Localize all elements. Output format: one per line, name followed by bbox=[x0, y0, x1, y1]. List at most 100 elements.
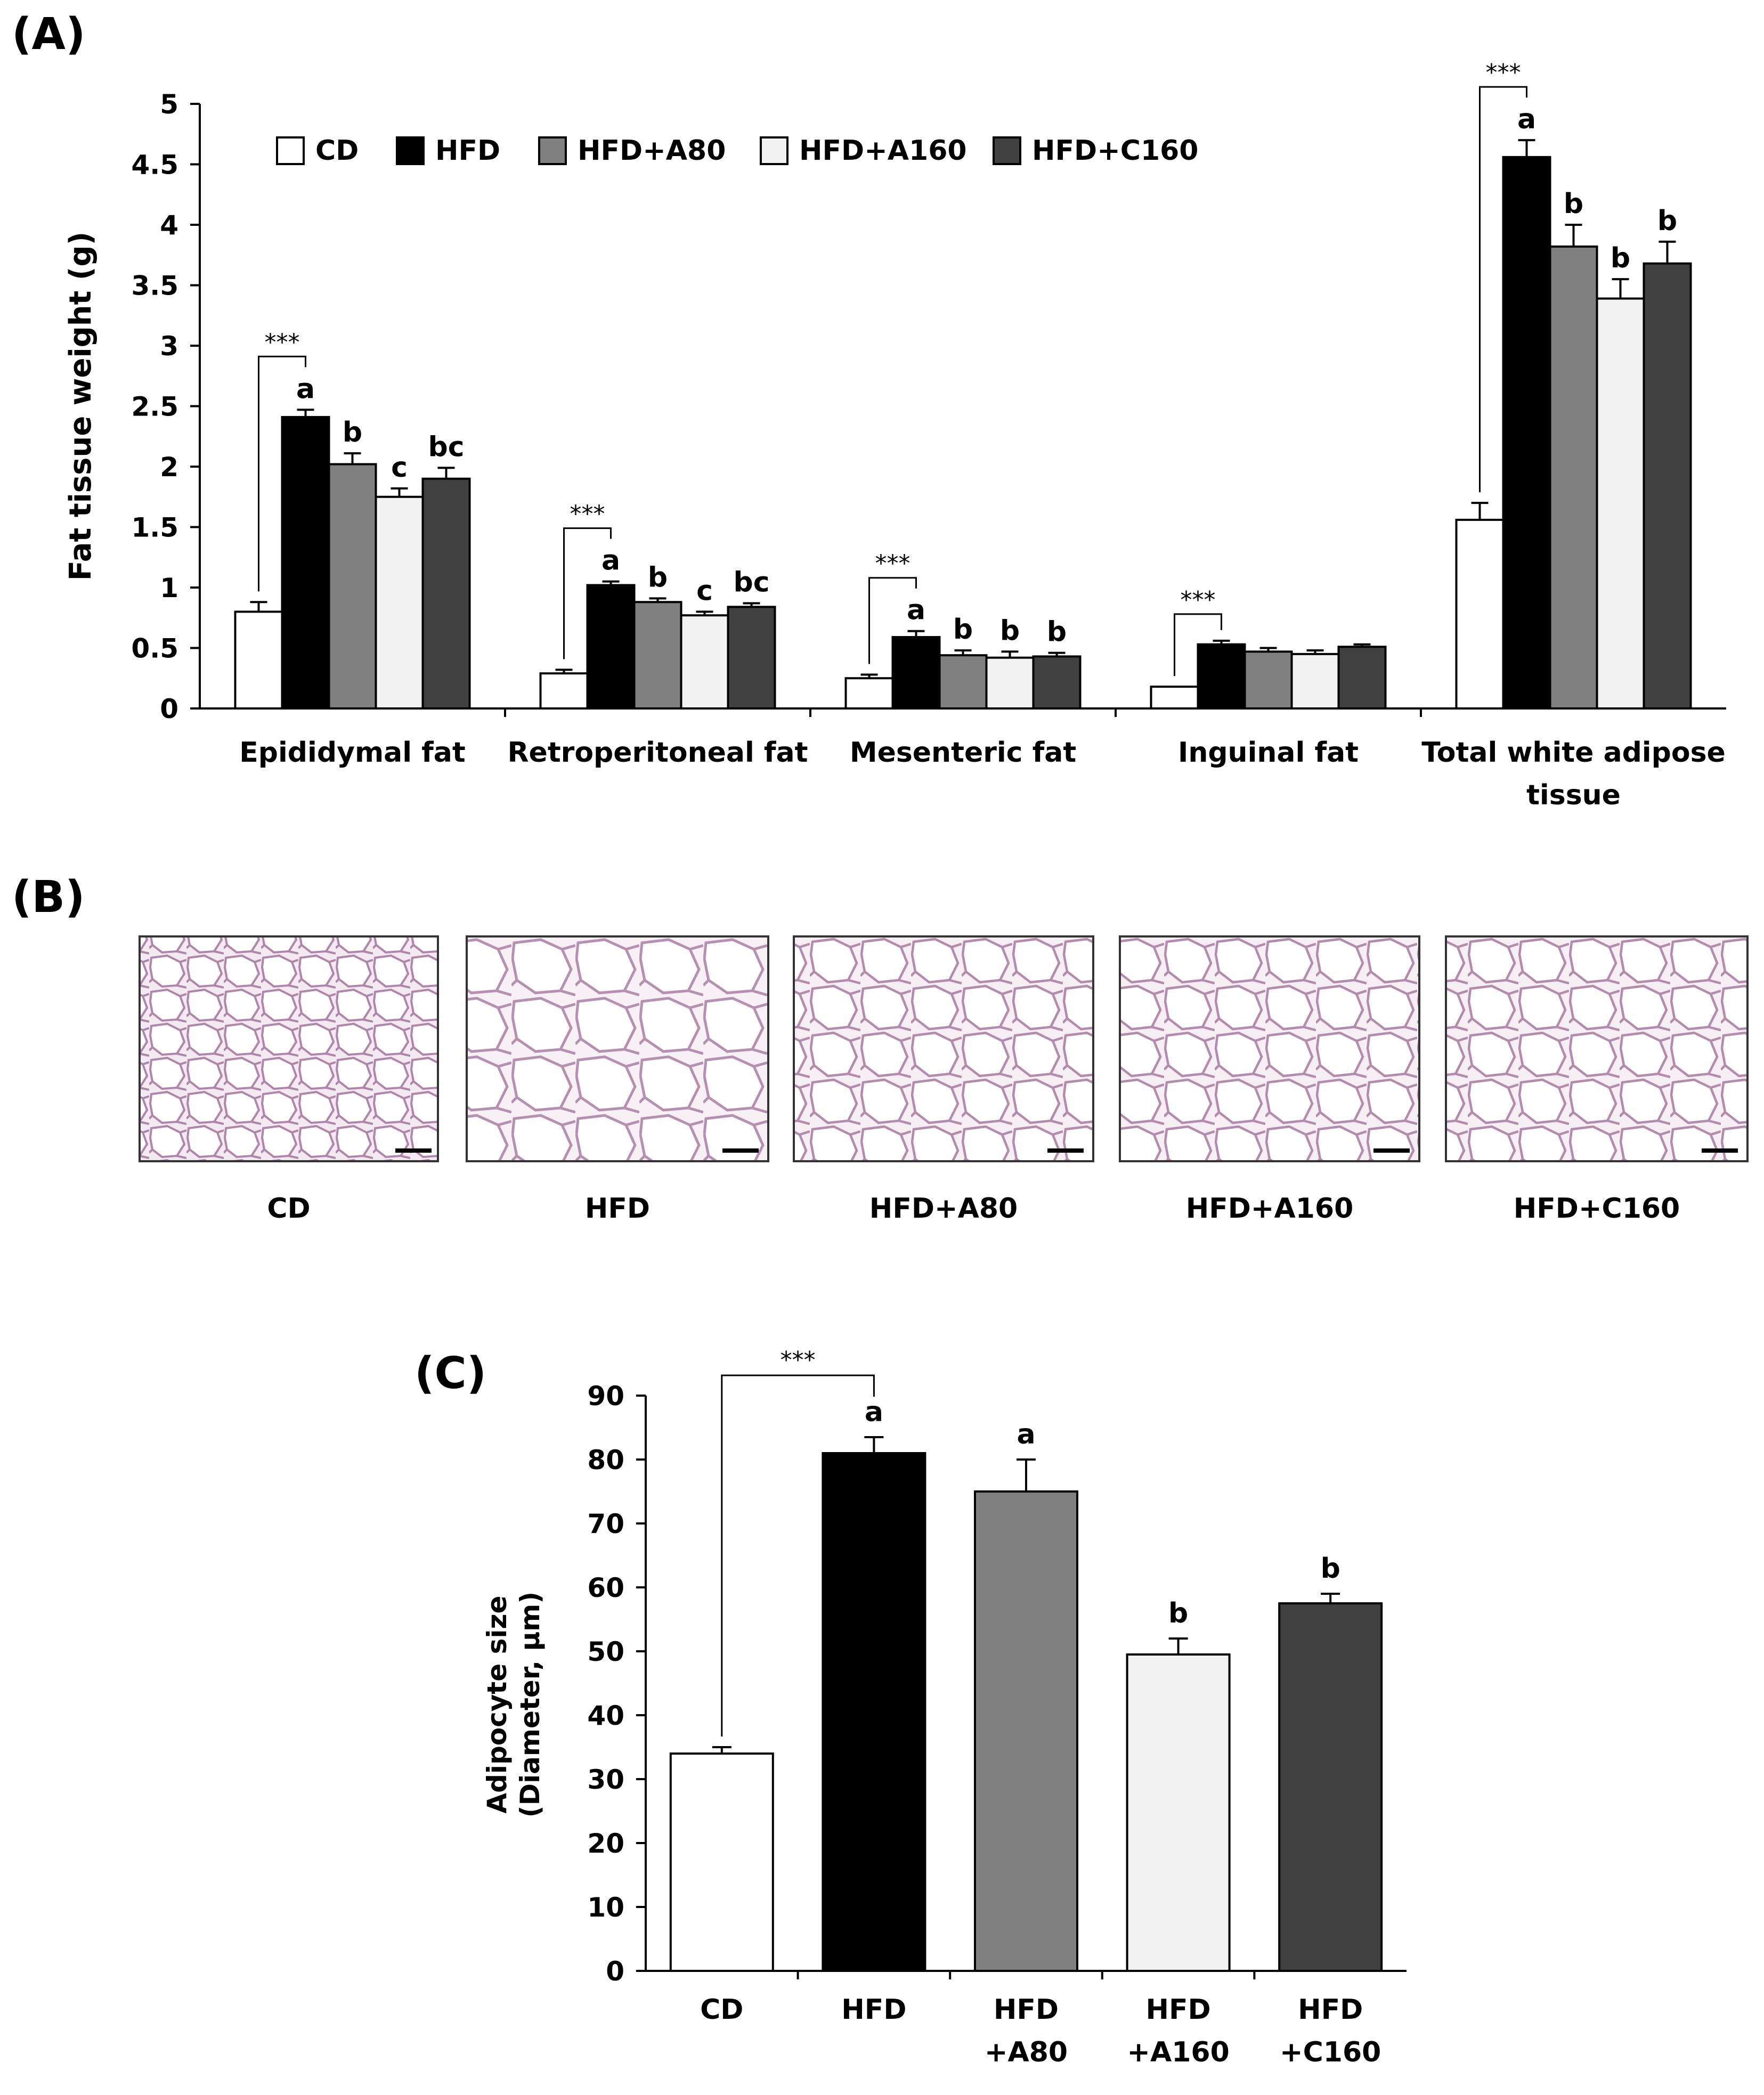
significance-bracket bbox=[258, 355, 306, 592]
category-label: Inguinal fat bbox=[1178, 737, 1359, 769]
bar bbox=[1337, 646, 1387, 710]
bar bbox=[281, 415, 330, 710]
bar bbox=[669, 1752, 774, 1972]
category-label: +C160 bbox=[1280, 2036, 1381, 2068]
category-label: Retroperitoneal fat bbox=[508, 737, 808, 769]
significance-letter: a bbox=[1517, 103, 1536, 135]
significance-stars: *** bbox=[1486, 59, 1521, 86]
y-axis-title: Adipocyte size bbox=[482, 1595, 513, 1813]
y-tick-label: 20 bbox=[587, 1828, 624, 1859]
y-tick-label: 5 bbox=[160, 89, 178, 120]
y-tick-label: 90 bbox=[587, 1381, 624, 1412]
significance-letter: a bbox=[296, 373, 315, 405]
chart-a-labels: 0 0.5 1 1.5 2 2.5 3 3.5 4 4.5 5 Fat tissue weight (… bbox=[63, 59, 1726, 811]
legend-swatch bbox=[993, 136, 1021, 165]
significance-bracket bbox=[1479, 86, 1527, 493]
y-tick-label: 3.5 bbox=[131, 271, 178, 301]
significance-letter: b bbox=[1047, 616, 1067, 648]
bar bbox=[891, 636, 941, 710]
bar bbox=[1278, 1602, 1383, 1972]
bar bbox=[234, 610, 283, 710]
bar bbox=[974, 1490, 1078, 1972]
significance-letter: b bbox=[1168, 1597, 1188, 1629]
significance-letter: b bbox=[1000, 615, 1020, 647]
panel-a-label: (A) bbox=[12, 9, 85, 60]
histology-image-cd bbox=[139, 935, 439, 1162]
bar bbox=[822, 1452, 926, 1972]
y-tick-label: 2.5 bbox=[131, 392, 178, 422]
category-label: tissue bbox=[1526, 779, 1621, 811]
legend-swatch bbox=[760, 136, 788, 165]
significance-letter: c bbox=[391, 452, 408, 484]
significance-bracket bbox=[1174, 613, 1222, 676]
bar bbox=[1243, 650, 1293, 710]
y-tick-label: 4.5 bbox=[131, 150, 178, 181]
significance-bracket bbox=[868, 577, 917, 664]
bar bbox=[727, 606, 776, 710]
bar bbox=[1150, 686, 1199, 710]
significance-letter: a bbox=[601, 545, 620, 577]
bar bbox=[1549, 245, 1598, 710]
significance-stars: *** bbox=[570, 501, 605, 528]
significance-letter: b bbox=[343, 417, 362, 449]
legend-label: CD bbox=[315, 135, 359, 167]
y-tick-label: 3 bbox=[160, 331, 178, 362]
y-tick-label: 0 bbox=[160, 694, 178, 724]
category-label: CD bbox=[700, 1994, 743, 2026]
legend-swatch bbox=[276, 136, 305, 165]
bar bbox=[1126, 1653, 1231, 1972]
bar bbox=[1197, 643, 1246, 710]
significance-stars: *** bbox=[265, 329, 300, 356]
category-label: +A80 bbox=[985, 2036, 1068, 2068]
y-tick-label: 60 bbox=[587, 1572, 624, 1603]
y-tick-label: 4 bbox=[160, 210, 178, 241]
significance-letter: bc bbox=[428, 431, 464, 463]
category-label: +A160 bbox=[1127, 2036, 1229, 2068]
significance-bracket bbox=[563, 527, 612, 659]
histology-image-hfd-c160 bbox=[1445, 935, 1749, 1162]
legend-label: HFD+A160 bbox=[799, 135, 967, 167]
significance-letter: b bbox=[1657, 205, 1677, 237]
y-tick-label: 0 bbox=[606, 1956, 624, 1987]
legend-label: HFD+A80 bbox=[578, 135, 726, 167]
chart-a-legend: CD HFD HFD+A80 HFD+A160 HFD+C160 bbox=[276, 135, 1198, 167]
bar bbox=[1290, 653, 1340, 710]
y-tick-label: 80 bbox=[587, 1445, 624, 1476]
bar bbox=[680, 614, 729, 710]
y-tick-label: 10 bbox=[587, 1892, 624, 1923]
bar bbox=[844, 677, 894, 710]
y-tick-label: 1 bbox=[160, 573, 178, 604]
histology-image-hfd bbox=[466, 935, 769, 1162]
bar bbox=[1502, 156, 1551, 710]
legend-label: HFD bbox=[435, 135, 500, 167]
category-label: HFD bbox=[994, 1994, 1059, 2026]
category-label: Mesenteric fat bbox=[850, 737, 1076, 769]
bar bbox=[421, 477, 471, 710]
histology-caption: CD bbox=[267, 1193, 310, 1225]
histology-image-hfd-a80 bbox=[793, 935, 1094, 1162]
y-axis-title: Fat tissue weight (g) bbox=[63, 232, 98, 581]
significance-bracket bbox=[721, 1374, 875, 1737]
significance-stars: *** bbox=[875, 550, 911, 577]
bar bbox=[633, 601, 682, 710]
significance-letter: a bbox=[907, 594, 925, 626]
bar bbox=[1596, 297, 1645, 710]
bar bbox=[1455, 518, 1505, 710]
histology-panel: CD HFD HFD+A80 HFD+A160 HFD+C160 bbox=[139, 935, 1749, 1225]
significance-letter: b bbox=[1611, 242, 1630, 274]
histology-image-hfd-a160 bbox=[1119, 935, 1420, 1162]
bar bbox=[539, 672, 589, 710]
panel-c-label: (C) bbox=[414, 1348, 486, 1399]
histology-caption: HFD bbox=[585, 1193, 650, 1225]
chart-c-bars bbox=[669, 1436, 1383, 1972]
legend-swatch bbox=[538, 136, 567, 165]
significance-letter: a bbox=[865, 1396, 883, 1428]
category-label: HFD bbox=[1298, 1994, 1363, 2026]
y-tick-label: 1.5 bbox=[131, 512, 178, 543]
significance-letter: b bbox=[1564, 188, 1583, 220]
bar bbox=[985, 656, 1035, 710]
category-label: HFD bbox=[841, 1994, 906, 2026]
chart-c-labels: 0 10 20 30 40 50 60 70 80 90 Adipocyte size (Diamet… bbox=[482, 1347, 1381, 2068]
bar bbox=[586, 584, 636, 710]
chart-c: 0 10 20 30 40 50 60 70 80 90 Adipocyte size (Diamet… bbox=[482, 1347, 1407, 2068]
